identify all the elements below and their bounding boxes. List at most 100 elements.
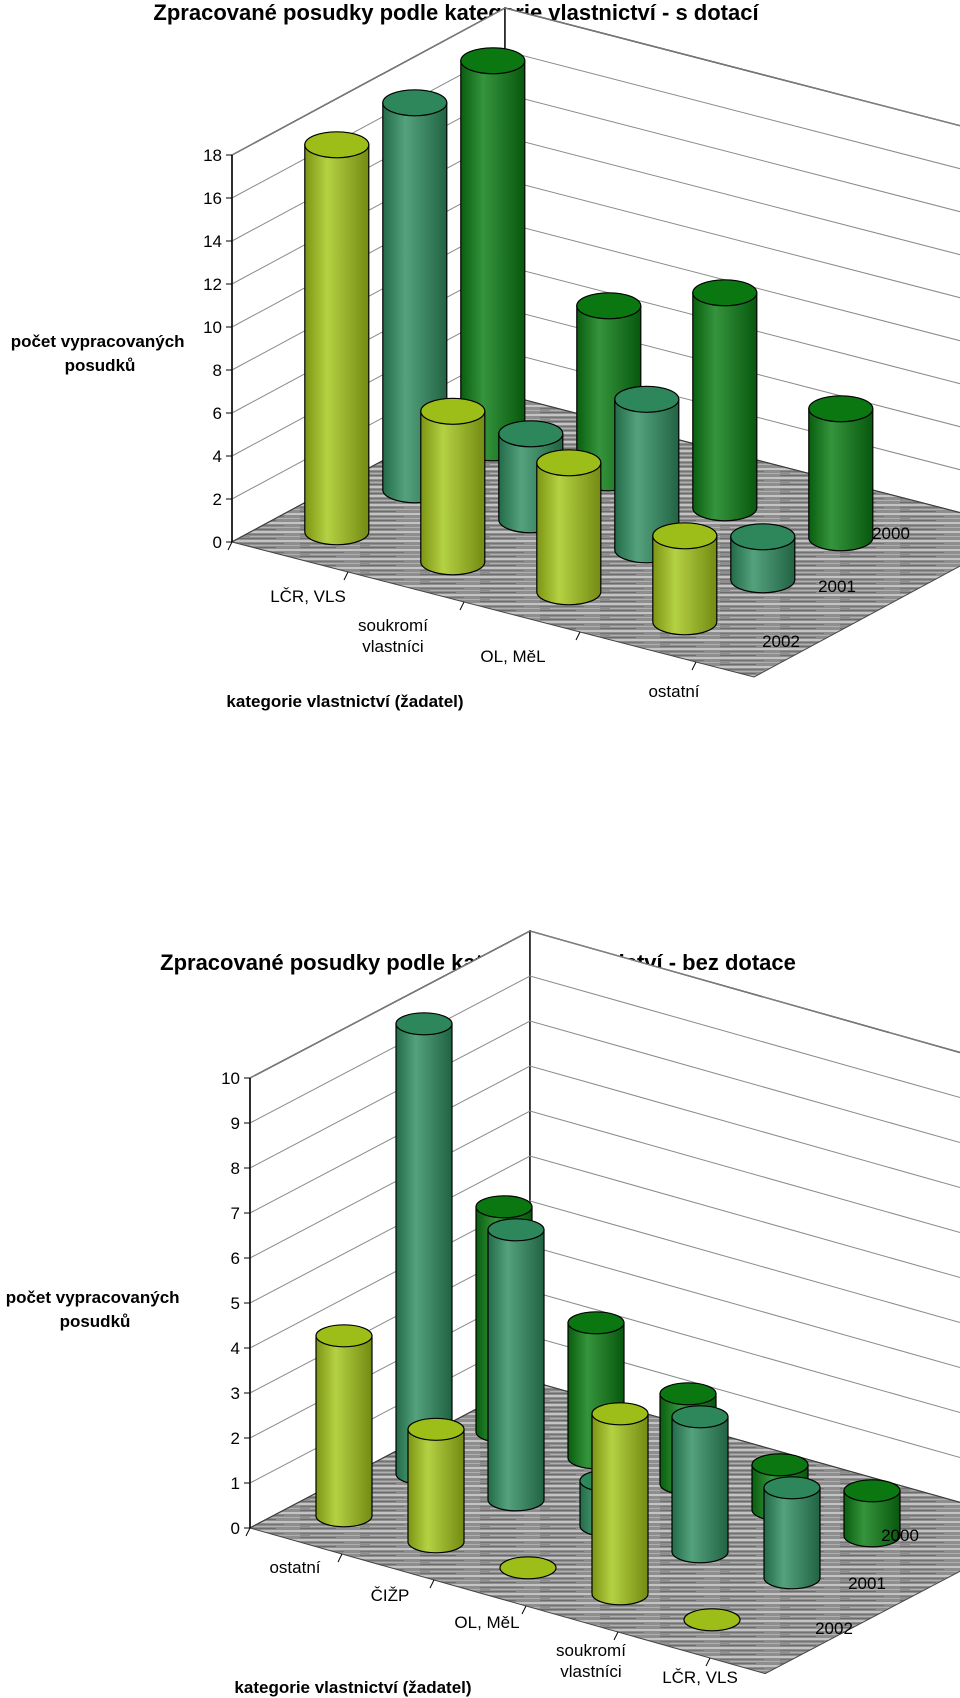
series-depth-labels: 2002 2001 2000 xyxy=(815,1526,919,1638)
chart-with-subsidy: Zpracované posudky podle kategorie vlast… xyxy=(11,0,960,711)
x-tick-label: OL, MěL xyxy=(480,647,545,666)
bar-cap xyxy=(808,395,874,423)
bar-cap xyxy=(536,449,602,477)
bar-cap xyxy=(498,420,564,448)
y-tick-label: 0 xyxy=(213,533,222,552)
bar-cap xyxy=(420,397,486,425)
bar-cap xyxy=(315,1324,373,1348)
bar-body xyxy=(763,1487,821,1590)
bar-2001-5 xyxy=(763,1476,821,1590)
bar-cap xyxy=(395,1012,453,1036)
bar-cap xyxy=(763,1476,821,1500)
gridline xyxy=(249,975,960,1124)
series-label-2001: 2001 xyxy=(818,577,856,596)
x-tick-mark xyxy=(429,1579,435,1589)
x-tick-label: OL, MěL xyxy=(454,1613,519,1632)
bar-body xyxy=(536,462,602,606)
category-labels: ostatní ČIŽP OL, MěL soukromí vlastníci LČR, … xyxy=(269,1558,737,1687)
bar-cap xyxy=(843,1479,901,1503)
series-label-2002: 2002 xyxy=(815,1619,853,1638)
bar-cap xyxy=(475,1195,533,1219)
bars xyxy=(315,1012,901,1632)
gridline xyxy=(249,1200,960,1349)
bar-cap xyxy=(499,1556,557,1580)
series-depth-labels: 2002 2001 2000 xyxy=(762,524,910,651)
y-axis-label: počet vypracovaných posudků xyxy=(11,332,190,375)
x-tick-mark xyxy=(521,1605,527,1615)
x-axis-label: kategorie vlastnictví (žadatel) xyxy=(226,692,463,711)
bar-2000-5 xyxy=(843,1479,901,1548)
bar-cap xyxy=(683,1608,741,1632)
bar-2000-3 xyxy=(692,279,758,522)
bar-cap xyxy=(487,1218,545,1242)
y-tick-label: 3 xyxy=(231,1384,240,1403)
y-tick-label: 7 xyxy=(231,1204,240,1223)
x-tick-label: ostatní xyxy=(648,682,699,701)
bar-body xyxy=(304,144,370,546)
series-label-2001: 2001 xyxy=(848,1574,886,1593)
x-tick-mark xyxy=(245,1527,251,1537)
y-tick-label: 10 xyxy=(203,318,222,337)
bars xyxy=(304,47,874,636)
bar-cap xyxy=(407,1417,465,1441)
x-tick-mark xyxy=(705,1657,711,1667)
bar-2001-1 xyxy=(395,1012,453,1486)
bar-cap xyxy=(652,522,718,550)
y-tick-label: 1 xyxy=(231,1474,240,1493)
y-tick-label: 2 xyxy=(231,1429,240,1448)
gridline xyxy=(231,7,960,156)
bar-2002-1 xyxy=(315,1324,373,1528)
series-label-2000: 2000 xyxy=(881,1526,919,1545)
bar-cap xyxy=(460,47,526,75)
bar-body xyxy=(420,410,486,576)
bar-2002-3 xyxy=(536,449,602,606)
gridline xyxy=(249,930,960,1079)
x-tick-mark xyxy=(227,541,233,551)
bar-cap xyxy=(576,292,642,320)
y-tick-label: 4 xyxy=(231,1339,240,1358)
series-label-2002: 2002 xyxy=(762,632,800,651)
bar-2001-4 xyxy=(730,523,796,594)
gridline xyxy=(249,1065,960,1214)
bar-cap xyxy=(591,1402,649,1426)
bar-2002-4 xyxy=(591,1402,649,1606)
bar-cap xyxy=(671,1405,729,1429)
bar-cap xyxy=(751,1453,809,1477)
bar-body xyxy=(315,1335,373,1528)
bar-2002-1 xyxy=(304,131,370,546)
y-tick-label: 10 xyxy=(221,1069,240,1088)
bar-2002-2 xyxy=(420,397,486,576)
bar-body xyxy=(843,1490,901,1548)
chart-without-subsidy: Zpracované posudky podle kategorie vlast… xyxy=(6,929,960,1697)
category-labels: LČR, VLS soukromí vlastníci OL, MěL ostatní xyxy=(270,587,700,701)
bar-body xyxy=(487,1229,545,1512)
y-tick-label: 5 xyxy=(231,1294,240,1313)
bar-body xyxy=(591,1413,649,1606)
gridline xyxy=(249,1020,960,1169)
y-tick-label: 0 xyxy=(231,1519,240,1538)
y-tick-label: 18 xyxy=(203,146,222,165)
y-tick-label: 4 xyxy=(213,447,222,466)
bar-2000-4 xyxy=(808,395,874,552)
bar-body xyxy=(730,536,796,594)
bar-cap xyxy=(304,131,370,159)
bar-2001-2 xyxy=(487,1218,545,1512)
gridline xyxy=(249,1110,960,1259)
bar-body xyxy=(652,535,718,636)
bar-2000-1 xyxy=(460,47,526,462)
x-tick-label: ostatní xyxy=(269,1558,320,1577)
x-tick-label: LČR, VLS xyxy=(662,1668,738,1687)
bar-body xyxy=(395,1023,453,1486)
bar-2002-2 xyxy=(407,1417,465,1554)
bar-body xyxy=(671,1416,729,1564)
bar-cap xyxy=(692,279,758,307)
y-tick-label: 16 xyxy=(203,189,222,208)
y-axis-label: počet vypracovaných posudků xyxy=(6,1288,185,1331)
y-tick-label: 6 xyxy=(231,1249,240,1268)
y-tick-label: 8 xyxy=(231,1159,240,1178)
x-tick-mark xyxy=(459,601,465,611)
x-tick-label: soukromí vlastníci xyxy=(358,616,428,656)
bar-cap xyxy=(567,1311,625,1335)
bar-cap xyxy=(659,1382,717,1406)
